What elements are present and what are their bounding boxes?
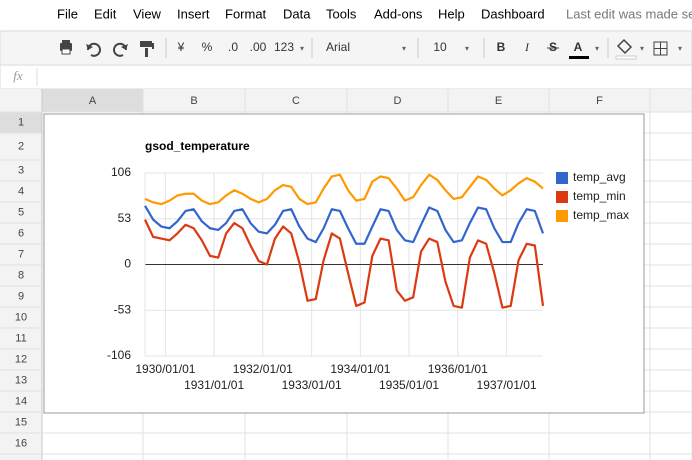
- menu-item[interactable]: Add-ons: [374, 6, 423, 21]
- y-tick-label: 106: [111, 165, 131, 179]
- fill-color-icon[interactable]: [615, 38, 637, 60]
- column-header[interactable]: D: [394, 95, 402, 107]
- menu-item[interactable]: View: [133, 6, 162, 21]
- series-line: [144, 173, 544, 206]
- print-icon[interactable]: [60, 40, 72, 55]
- legend-swatch: [556, 172, 568, 184]
- row-header[interactable]: 14: [15, 395, 27, 407]
- formula-label: fx: [13, 68, 23, 83]
- dropdown-arrow[interactable]: ▾: [300, 44, 304, 53]
- toolbar: [0, 30, 692, 66]
- column-header[interactable]: A: [89, 95, 97, 107]
- row-header[interactable]: 7: [18, 248, 24, 260]
- paint-format-icon[interactable]: [140, 41, 154, 57]
- chart: 1930/01/01 1931/01/01 1932/01/01 1933/01/01…: [107, 165, 629, 392]
- dropdown-arrow[interactable]: ▾: [402, 44, 406, 53]
- row-header[interactable]: 10: [15, 311, 27, 323]
- series-line: [144, 219, 545, 309]
- menu-item[interactable]: Format: [225, 6, 267, 21]
- toolbar-italic[interactable]: I: [524, 40, 530, 54]
- chart-frame[interactable]: [43, 113, 645, 414]
- selected-column-header: [42, 89, 143, 112]
- column-header[interactable]: C: [292, 95, 300, 107]
- last-edit[interactable]: Last edit was made se: [566, 6, 692, 21]
- x-tick-label: 1934/01/01: [330, 362, 390, 376]
- toolbar-increase-decimals[interactable]: .00: [250, 40, 267, 54]
- toolbar-font-size[interactable]: 10: [433, 40, 447, 54]
- x-tick-label: 1932/01/01: [233, 362, 293, 376]
- x-tick-label: 1930/01/01: [135, 362, 195, 376]
- toolbar-decrease-decimals[interactable]: .0: [228, 40, 238, 54]
- row-header[interactable]: 2: [18, 140, 24, 152]
- y-tick-label: -53: [114, 302, 132, 316]
- menu-item[interactable]: Tools: [326, 6, 357, 21]
- text-color-bar: [569, 56, 589, 59]
- formula-bar[interactable]: [0, 64, 692, 90]
- row-header[interactable]: 6: [18, 227, 24, 239]
- column-header[interactable]: B: [190, 95, 197, 107]
- toolbar-percent[interactable]: %: [202, 40, 213, 54]
- column-header[interactable]: E: [495, 95, 502, 107]
- x-tick-label: 1933/01/01: [282, 378, 342, 392]
- menu-item[interactable]: File: [57, 6, 78, 21]
- row-header[interactable]: 1: [18, 116, 24, 128]
- row-header[interactable]: 8: [18, 269, 24, 281]
- x-tick-label: 1931/01/01: [184, 378, 244, 392]
- toolbar-currency[interactable]: ¥: [177, 40, 185, 54]
- row-header[interactable]: 13: [15, 374, 27, 386]
- dropdown-arrow[interactable]: ▾: [640, 44, 644, 53]
- dropdown-arrow[interactable]: ▾: [595, 44, 599, 53]
- x-tick-label: 1935/01/01: [379, 378, 439, 392]
- chart-title: gsod_temperature: [145, 139, 250, 153]
- legend-label: temp_max: [573, 208, 629, 222]
- y-tick-label: 0: [124, 257, 131, 271]
- column-header[interactable]: F: [596, 95, 603, 107]
- row-header[interactable]: 5: [18, 206, 24, 218]
- legend-swatch: [556, 210, 568, 222]
- x-tick-label: 1936/01/01: [428, 362, 488, 376]
- y-tick-label: -106: [107, 348, 131, 362]
- series-line: [144, 205, 545, 245]
- menu-item[interactable]: Insert: [177, 6, 210, 21]
- dropdown-arrow[interactable]: ▾: [465, 44, 469, 53]
- redo-arrow: [121, 44, 128, 50]
- toolbar-text-color[interactable]: A: [574, 40, 583, 54]
- menu-item[interactable]: Edit: [94, 6, 117, 21]
- undo-arrow: [86, 44, 93, 50]
- row-header[interactable]: 16: [15, 437, 27, 449]
- row-header[interactable]: 12: [15, 353, 27, 365]
- legend-label: temp_avg: [573, 170, 626, 184]
- row-header[interactable]: 4: [18, 185, 24, 197]
- row-header[interactable]: 15: [15, 416, 27, 428]
- toolbar-strikethrough[interactable]: S: [549, 40, 557, 54]
- toolbar-number-format[interactable]: 123: [274, 40, 294, 54]
- legend-label: temp_min: [573, 189, 626, 203]
- y-tick-label: 53: [118, 211, 132, 225]
- dropdown-arrow[interactable]: ▾: [678, 44, 682, 53]
- menu-bar: [0, 0, 692, 31]
- menu-item[interactable]: Data: [283, 6, 311, 21]
- x-tick-label: 1937/01/01: [477, 378, 537, 392]
- legend-swatch: [556, 191, 568, 203]
- menu-item[interactable]: Help: [438, 6, 465, 21]
- selected-row-header: [0, 112, 42, 133]
- row-header[interactable]: 11: [15, 332, 26, 344]
- row-header[interactable]: 3: [18, 164, 24, 176]
- menu-item[interactable]: Dashboard: [481, 6, 545, 21]
- toolbar-bold[interactable]: B: [497, 40, 506, 54]
- column-header-bar: [0, 89, 692, 112]
- toolbar-font[interactable]: Arial: [326, 40, 350, 54]
- row-header[interactable]: 9: [18, 290, 24, 302]
- borders-icon[interactable]: [653, 41, 668, 56]
